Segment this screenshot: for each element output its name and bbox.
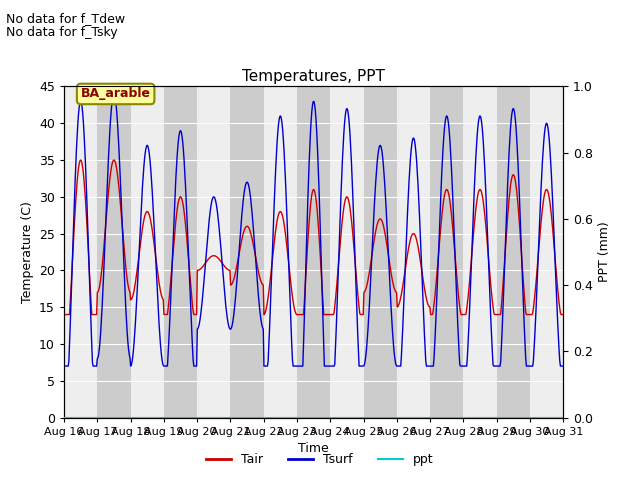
- X-axis label: Time: Time: [298, 442, 329, 455]
- Bar: [264, 86, 297, 418]
- Bar: [530, 86, 563, 418]
- Bar: [97, 86, 131, 418]
- Y-axis label: Temperature (C): Temperature (C): [20, 201, 33, 303]
- Bar: [164, 86, 197, 418]
- Bar: [64, 86, 97, 418]
- Text: No data for f_Tdew: No data for f_Tdew: [6, 12, 125, 25]
- Bar: [197, 86, 230, 418]
- Bar: [497, 86, 530, 418]
- Bar: [230, 86, 264, 418]
- Bar: [297, 86, 330, 418]
- Text: No data for f_Tsky: No data for f_Tsky: [6, 26, 118, 39]
- Bar: [430, 86, 463, 418]
- Bar: [131, 86, 164, 418]
- Bar: [463, 86, 497, 418]
- Bar: [330, 86, 364, 418]
- Legend: Tair, Tsurf, ppt: Tair, Tsurf, ppt: [202, 448, 438, 471]
- Bar: [563, 86, 596, 418]
- Bar: [364, 86, 397, 418]
- Text: BA_arable: BA_arable: [81, 87, 150, 100]
- Title: Temperatures, PPT: Temperatures, PPT: [242, 69, 385, 84]
- Y-axis label: PPT (mm): PPT (mm): [598, 222, 611, 282]
- Bar: [397, 86, 430, 418]
